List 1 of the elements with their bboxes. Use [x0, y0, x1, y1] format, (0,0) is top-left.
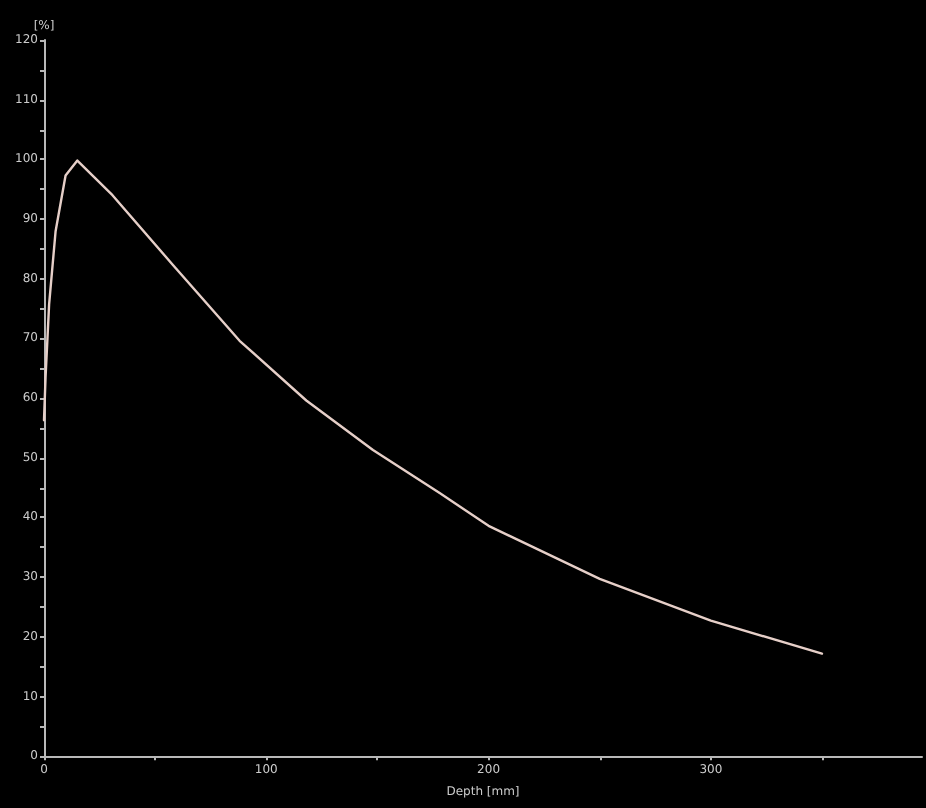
line-series: [42, 159, 824, 655]
